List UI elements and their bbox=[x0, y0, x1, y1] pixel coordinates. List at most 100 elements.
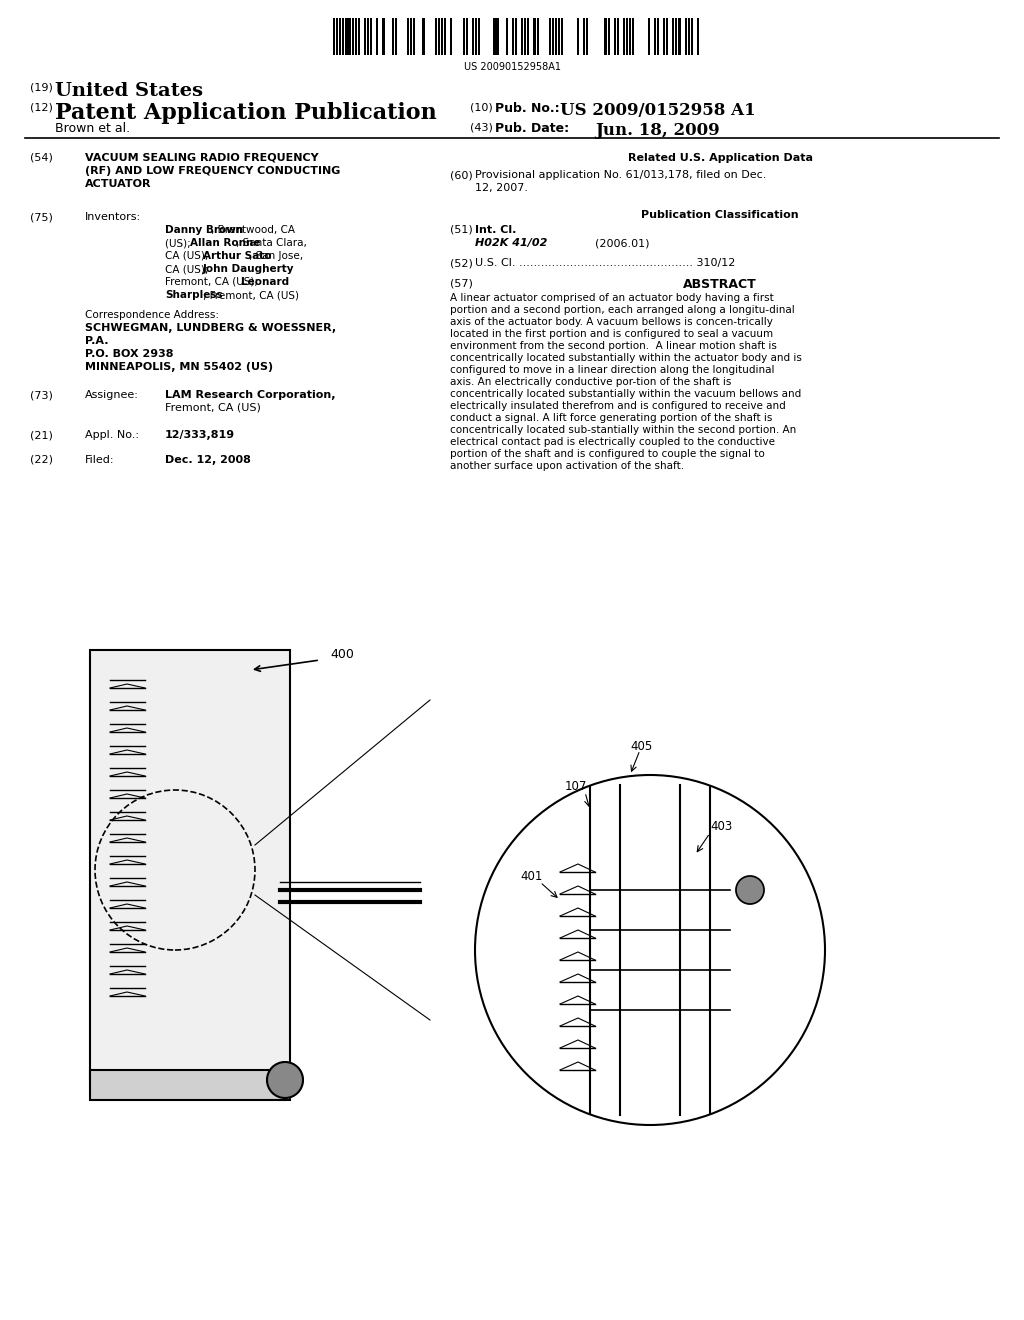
Text: Pub. No.:: Pub. No.: bbox=[495, 102, 560, 115]
Bar bbox=[408, 18, 410, 55]
Bar bbox=[653, 18, 656, 55]
Text: U.S. Cl. ................................................ 310/12: U.S. Cl. ...............................… bbox=[475, 257, 735, 268]
Text: Correspondence Address:: Correspondence Address: bbox=[85, 310, 219, 319]
Bar bbox=[552, 18, 554, 55]
Text: Provisional application No. 61/013,178, filed on Dec.: Provisional application No. 61/013,178, … bbox=[475, 170, 766, 180]
Text: , Fremont, CA (US): , Fremont, CA (US) bbox=[203, 290, 299, 300]
Bar bbox=[497, 18, 499, 55]
Text: Fremont, CA (US): Fremont, CA (US) bbox=[165, 403, 261, 413]
Text: electrical contact pad is electrically coupled to the conductive: electrical contact pad is electrically c… bbox=[450, 437, 775, 447]
Text: (12): (12) bbox=[30, 102, 53, 112]
Bar bbox=[357, 18, 359, 55]
Text: (60): (60) bbox=[450, 170, 473, 180]
Text: 12, 2007.: 12, 2007. bbox=[475, 183, 528, 193]
Text: , Brentwood, CA: , Brentwood, CA bbox=[211, 224, 295, 235]
Bar bbox=[364, 18, 366, 55]
Bar bbox=[623, 18, 625, 55]
Text: Allan Ronne: Allan Ronne bbox=[190, 238, 261, 248]
Text: Arthur Sato: Arthur Sato bbox=[203, 251, 271, 261]
Text: Int. Cl.: Int. Cl. bbox=[475, 224, 516, 235]
Text: (57): (57) bbox=[450, 279, 473, 288]
Bar bbox=[391, 18, 394, 55]
Text: 403: 403 bbox=[710, 820, 732, 833]
Bar bbox=[666, 18, 669, 55]
Text: conduct a signal. A lift force generating portion of the shaft is: conduct a signal. A lift force generatin… bbox=[450, 413, 772, 422]
Text: Dec. 12, 2008: Dec. 12, 2008 bbox=[165, 455, 251, 465]
Bar bbox=[583, 18, 585, 55]
Text: Brown et al.: Brown et al. bbox=[55, 121, 130, 135]
Text: (2006.01): (2006.01) bbox=[595, 238, 649, 248]
Text: 12/333,819: 12/333,819 bbox=[165, 430, 236, 440]
Text: Pub. Date:: Pub. Date: bbox=[495, 121, 569, 135]
Bar bbox=[342, 18, 344, 55]
Text: concentrically located sub-stantially within the second portion. An: concentrically located sub-stantially wi… bbox=[450, 425, 797, 436]
Bar bbox=[472, 18, 474, 55]
Bar bbox=[626, 18, 628, 55]
Bar bbox=[656, 18, 659, 55]
Bar bbox=[629, 18, 631, 55]
Bar bbox=[688, 18, 690, 55]
FancyBboxPatch shape bbox=[90, 1071, 290, 1100]
Circle shape bbox=[736, 876, 764, 904]
Bar bbox=[524, 18, 526, 55]
Bar bbox=[367, 18, 370, 55]
Text: concentrically located substantially within the actuator body and is: concentrically located substantially wit… bbox=[450, 352, 802, 363]
Bar bbox=[586, 18, 588, 55]
Text: (19): (19) bbox=[30, 82, 53, 92]
Bar bbox=[423, 18, 425, 55]
Text: H02K 41/02: H02K 41/02 bbox=[475, 238, 548, 248]
Text: Publication Classification: Publication Classification bbox=[641, 210, 799, 220]
Text: John Daugherty: John Daugherty bbox=[203, 264, 294, 275]
Text: MINNEAPOLIS, MN 55402 (US): MINNEAPOLIS, MN 55402 (US) bbox=[85, 362, 273, 372]
Bar bbox=[441, 18, 443, 55]
Bar bbox=[577, 18, 579, 55]
Bar bbox=[549, 18, 551, 55]
Text: portion of the shaft and is configured to couple the signal to: portion of the shaft and is configured t… bbox=[450, 449, 765, 459]
Bar bbox=[663, 18, 666, 55]
Bar bbox=[336, 18, 338, 55]
Bar bbox=[521, 18, 523, 55]
Text: (RF) AND LOW FREQUENCY CONDUCTING: (RF) AND LOW FREQUENCY CONDUCTING bbox=[85, 166, 340, 176]
Bar bbox=[394, 18, 397, 55]
Bar bbox=[515, 18, 517, 55]
Bar bbox=[354, 18, 356, 55]
Text: (52): (52) bbox=[450, 257, 473, 268]
Text: ABSTRACT: ABSTRACT bbox=[683, 279, 757, 290]
Text: concentrically located substantially within the vacuum bellows and: concentrically located substantially wit… bbox=[450, 389, 801, 399]
Text: , San Jose,: , San Jose, bbox=[249, 251, 303, 261]
Bar bbox=[558, 18, 560, 55]
Bar bbox=[676, 18, 678, 55]
Text: Patent Application Publication: Patent Application Publication bbox=[55, 102, 437, 124]
Text: environment from the second portion.  A linear motion shaft is: environment from the second portion. A l… bbox=[450, 341, 777, 351]
Bar bbox=[512, 18, 514, 55]
Bar bbox=[370, 18, 373, 55]
Text: 401: 401 bbox=[520, 870, 543, 883]
Text: CA (US);: CA (US); bbox=[165, 264, 212, 275]
Text: LAM Research Corporation,: LAM Research Corporation, bbox=[165, 389, 336, 400]
Text: 400: 400 bbox=[330, 648, 354, 661]
Bar bbox=[647, 18, 650, 55]
Bar bbox=[561, 18, 563, 55]
Text: another surface upon activation of the shaft.: another surface upon activation of the s… bbox=[450, 461, 684, 471]
Bar bbox=[463, 18, 465, 55]
Text: (22): (22) bbox=[30, 455, 53, 465]
Bar bbox=[604, 18, 606, 55]
Circle shape bbox=[475, 775, 825, 1125]
Text: Leonard: Leonard bbox=[241, 277, 289, 286]
Text: A linear actuator comprised of an actuator body having a first: A linear actuator comprised of an actuat… bbox=[450, 293, 774, 304]
Text: United States: United States bbox=[55, 82, 203, 100]
Text: (US);: (US); bbox=[165, 238, 194, 248]
Bar bbox=[333, 18, 335, 55]
Bar bbox=[475, 18, 477, 55]
Text: (73): (73) bbox=[30, 389, 53, 400]
Bar bbox=[414, 18, 416, 55]
Bar bbox=[679, 18, 681, 55]
Text: (51): (51) bbox=[450, 224, 473, 235]
Bar bbox=[527, 18, 529, 55]
Bar bbox=[534, 18, 536, 55]
Text: (21): (21) bbox=[30, 430, 53, 440]
Text: Filed:: Filed: bbox=[85, 455, 115, 465]
Text: Jun. 18, 2009: Jun. 18, 2009 bbox=[595, 121, 720, 139]
Bar bbox=[478, 18, 480, 55]
Bar bbox=[376, 18, 379, 55]
